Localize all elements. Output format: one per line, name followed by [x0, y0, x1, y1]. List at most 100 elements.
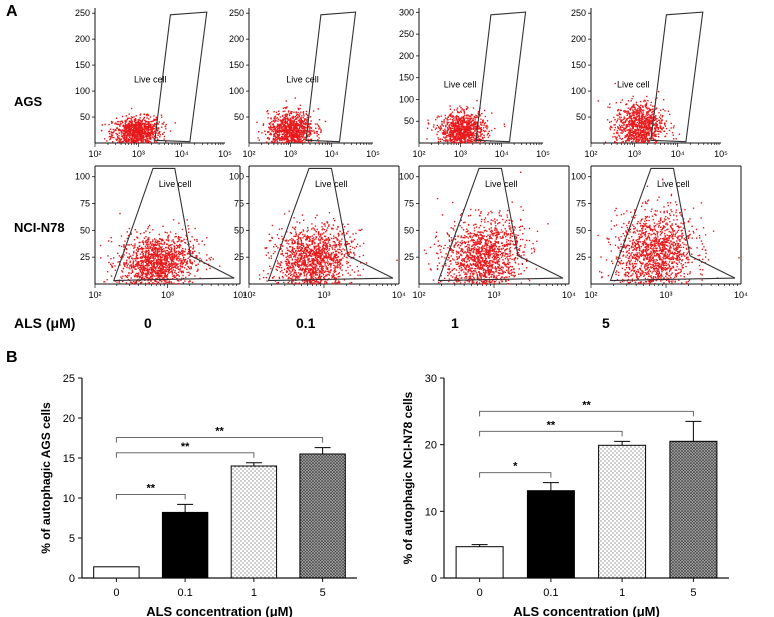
scatter-point	[310, 260, 312, 263]
scatter-point	[290, 274, 292, 277]
scatter-point	[304, 129, 306, 131]
scatter-point	[307, 229, 309, 231]
scatter-point	[291, 239, 293, 242]
scatter-point	[160, 248, 162, 251]
scatter-point	[177, 271, 180, 273]
scatter-point	[475, 114, 477, 117]
scatter-point	[123, 130, 126, 133]
scatter-point	[307, 245, 309, 247]
scatter-point	[160, 238, 162, 240]
scatter-point	[307, 129, 309, 131]
scatter-point	[148, 268, 150, 271]
scatter-point	[141, 261, 143, 263]
scatter-point	[301, 253, 304, 255]
scatter-point	[173, 274, 175, 277]
scatter-point	[290, 254, 292, 256]
scatter-point	[147, 133, 149, 136]
scatter-point	[167, 239, 170, 241]
scatter-point	[301, 269, 303, 271]
scatter-point	[174, 251, 176, 253]
scatter-point	[301, 131, 303, 134]
scatter-point	[170, 249, 173, 251]
scatter-point	[287, 123, 289, 126]
scatter-point	[157, 272, 159, 274]
scatter-point	[154, 254, 156, 257]
scatter-point	[277, 131, 279, 133]
scatter-point	[107, 240, 110, 242]
scatter-point	[140, 269, 142, 271]
scatter-point	[106, 140, 108, 142]
scatter-point	[286, 139, 288, 141]
scatter-point	[328, 249, 330, 251]
scatter-point	[200, 259, 203, 261]
scatter-point	[268, 131, 270, 133]
scatter-point	[197, 268, 199, 270]
scatter-point	[469, 120, 471, 122]
scatter-point	[157, 264, 159, 267]
scatter-point	[318, 255, 321, 257]
scatter-point	[158, 248, 160, 251]
scatter-point	[150, 141, 152, 144]
scatter-point	[134, 263, 137, 266]
scatter-point	[318, 253, 321, 255]
scatter-point	[333, 256, 335, 258]
scatter-point	[126, 124, 129, 126]
scatter-point	[148, 250, 150, 252]
scatter-point	[480, 127, 482, 129]
scatter-point	[308, 244, 310, 246]
scatter-point	[272, 123, 274, 126]
scatter-point	[297, 129, 299, 131]
scatter-point	[347, 272, 349, 274]
scatter-point	[309, 281, 311, 284]
scatter-point	[123, 134, 126, 136]
scatter-point	[297, 256, 299, 259]
scatter-point	[271, 123, 274, 126]
scatter-point	[292, 115, 294, 117]
scatter-point	[304, 122, 307, 124]
scatter-point	[293, 126, 295, 129]
scatter-point	[322, 243, 325, 245]
scatter-point	[130, 131, 132, 133]
scatter-point	[311, 262, 314, 265]
scatter-point	[178, 255, 180, 258]
scatter-point	[154, 250, 156, 252]
scatter-point	[333, 253, 336, 256]
scatter-point	[136, 126, 138, 129]
scatter-point	[325, 248, 328, 251]
scatter-point	[170, 259, 173, 261]
scatter-point	[179, 243, 181, 246]
scatter-point	[314, 282, 316, 285]
scatter-point	[149, 132, 151, 135]
scatter-point	[328, 242, 330, 244]
scatter-point	[266, 137, 269, 140]
y-tick-label: 300	[399, 7, 414, 17]
scatter-point	[153, 265, 155, 267]
scatter-point	[338, 242, 340, 244]
scatter-point	[287, 267, 289, 270]
scatter-point	[129, 124, 131, 126]
scatter-point	[298, 277, 300, 279]
scatter-point	[338, 266, 340, 268]
scatter-point	[118, 140, 121, 143]
scatter-point	[293, 217, 295, 219]
scatter-point	[313, 228, 315, 230]
scatter-point	[109, 137, 112, 140]
scatter-point	[300, 111, 302, 113]
scatter-point	[265, 247, 268, 249]
scatter-point	[126, 127, 128, 129]
scatter-point	[309, 126, 311, 128]
scatter-point	[279, 133, 281, 136]
scatter-point	[297, 117, 299, 119]
scatter-point	[141, 251, 143, 254]
scatter-point	[314, 277, 316, 279]
scatter-point	[270, 267, 272, 270]
scatter-point	[147, 264, 149, 266]
scatter-point	[282, 277, 284, 279]
scatter-point	[133, 138, 135, 140]
scatter-point	[282, 110, 284, 113]
scatter-point	[340, 253, 343, 256]
scatter-point	[290, 232, 293, 234]
scatter-point	[195, 255, 198, 257]
scatter-point	[295, 277, 297, 280]
